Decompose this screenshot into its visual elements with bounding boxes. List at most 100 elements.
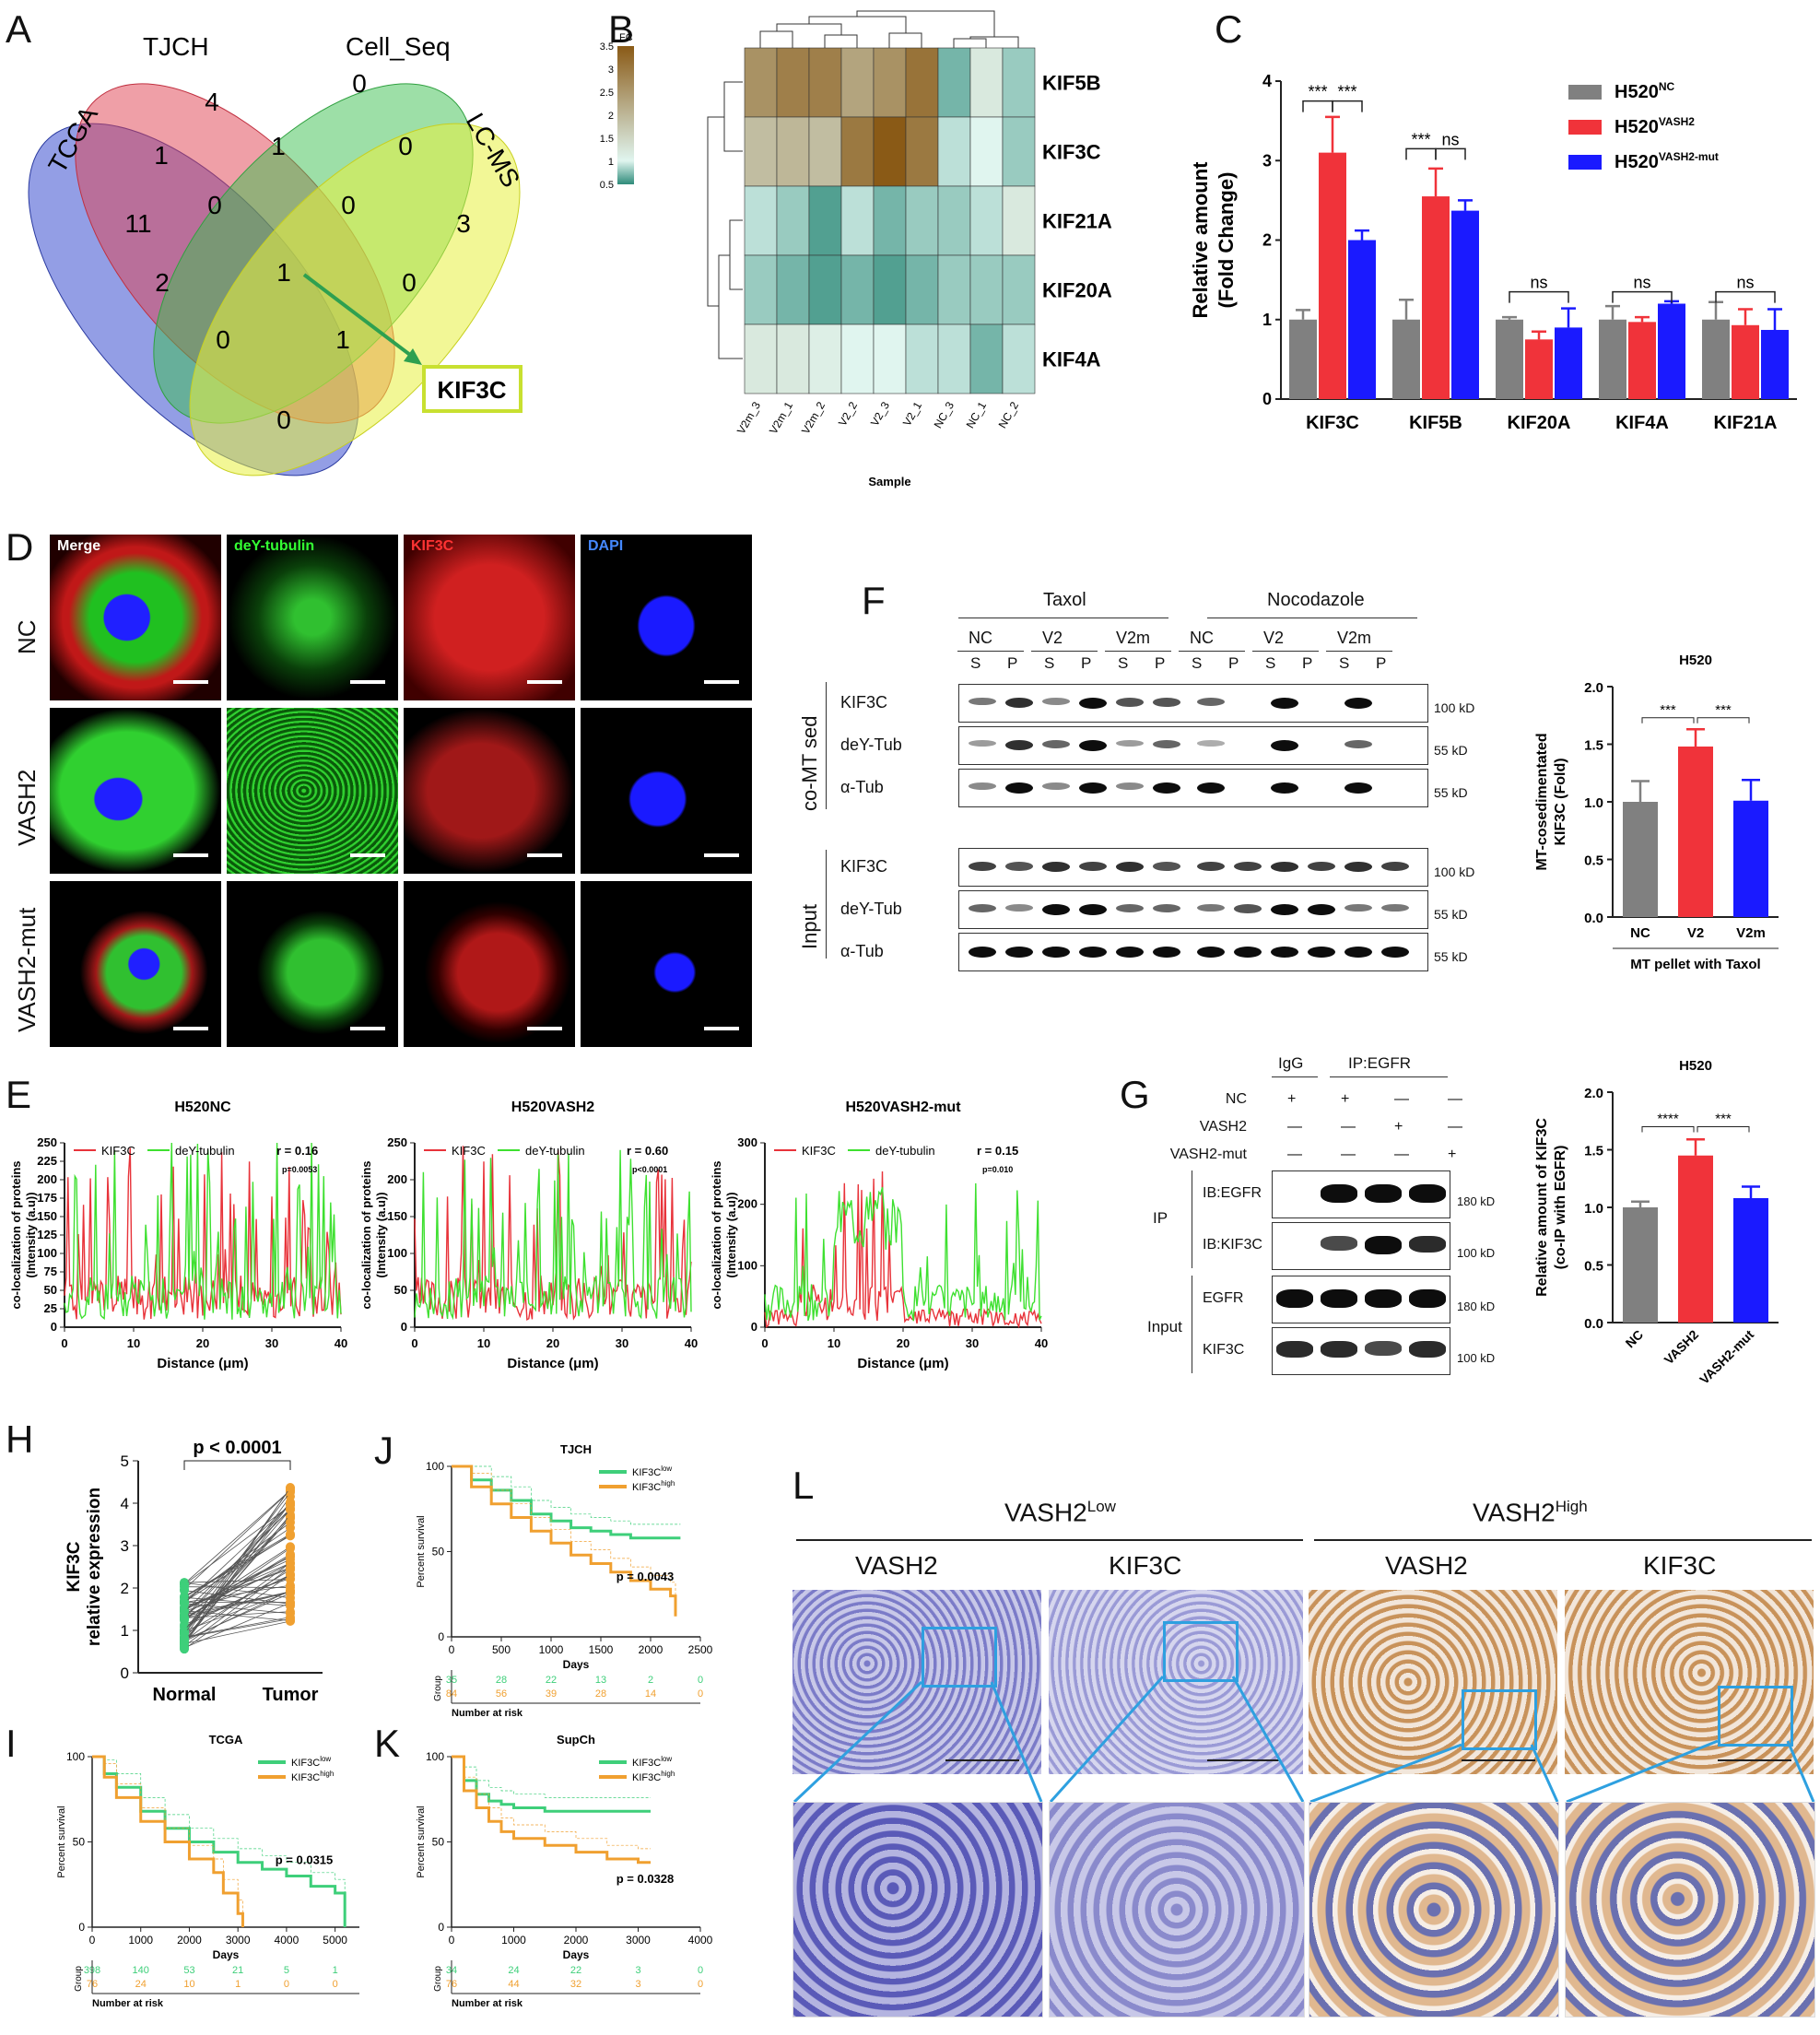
micro-vash2-merge xyxy=(50,708,221,874)
heatmap-legend-title: FC xyxy=(619,32,633,43)
heatmap-cell xyxy=(840,323,875,394)
venn-arrow xyxy=(302,273,412,357)
heatmap-cell xyxy=(808,254,842,325)
blot-band xyxy=(1321,1236,1357,1251)
y-axis-label-line: (Intensity (a.u)) xyxy=(724,1192,738,1277)
header-line xyxy=(1272,1076,1318,1077)
x-tick-label: 40 xyxy=(685,1336,698,1350)
heatmap-cell xyxy=(808,323,842,394)
condition-label: NC xyxy=(1225,1091,1247,1107)
treatment-label-taxol: Taxol xyxy=(1043,590,1086,610)
condition-sign: + xyxy=(1394,1119,1403,1135)
profile-line xyxy=(64,1142,342,1320)
error-bar xyxy=(1605,304,1620,320)
condition-sign: — xyxy=(1341,1147,1356,1162)
ihc-scalebar xyxy=(945,1759,1019,1761)
risk-count: 1 xyxy=(333,1965,338,1976)
x-axis-label: Distance (μm) xyxy=(507,1356,598,1371)
legend-label: KIF3Clow xyxy=(632,1464,672,1478)
heatmap-cell xyxy=(873,47,907,118)
y-tick-label: 0 xyxy=(401,1320,407,1334)
x-tick-label: 2000 xyxy=(639,1643,663,1656)
error-bar xyxy=(1767,308,1782,330)
heatmap-cell xyxy=(744,185,778,256)
bar xyxy=(1733,1198,1768,1323)
blot-band xyxy=(1381,904,1409,912)
micro-mut-kif3c xyxy=(404,881,575,1047)
micro-col-label: DAPI xyxy=(588,538,624,554)
legend-label: KIF3Chigh xyxy=(632,1479,675,1493)
r-value-label: r = 0.16 xyxy=(276,1144,318,1158)
risk-count: 2 xyxy=(648,1675,653,1686)
blot-strip xyxy=(958,726,1428,765)
chart-title: TJCH xyxy=(560,1442,592,1456)
legend-label-sup: high xyxy=(661,1770,675,1778)
ihc-group-line xyxy=(796,1539,1303,1541)
x-tick-label: 2000 xyxy=(177,1934,202,1947)
venn-count: 1 xyxy=(154,141,169,170)
y-tick-label: 0.0 xyxy=(1584,911,1603,926)
y-axis-label-line: Relative amount xyxy=(1189,161,1212,319)
x-tick-label: NC xyxy=(1630,925,1650,941)
heatmap-cell xyxy=(969,323,1004,394)
risk-count: 3 xyxy=(635,1965,640,1976)
y-axis-label-line: (Fold Change) xyxy=(1215,172,1238,309)
venn-count: 3 xyxy=(456,209,471,238)
x-tick-label: 30 xyxy=(265,1336,278,1350)
pair-line xyxy=(183,1584,291,1604)
panel-letter-f: F xyxy=(862,579,886,622)
y-axis-label: MT-cosedimentated KIF3C (Fold) xyxy=(1534,733,1568,870)
pair-line xyxy=(183,1509,291,1634)
pair-line xyxy=(183,1503,291,1604)
legend-label-base: H520 xyxy=(1615,152,1659,172)
bar-chart-c: 0 1 2 3 4 KIF3C KIF5B KIF20A KIF4A KIF21A Relative… xyxy=(1189,72,1797,433)
heatmap: KIF5B KIF3C KIF21A KIF20A KIF4A V2m_3 V2m_1 V2m… xyxy=(600,10,1112,488)
bar-chart-f: 0.0 0.5 1.0 1.5 2.0 NC V2 V2m H520 MT-cosedimenta… xyxy=(1534,653,1779,972)
heatmap-cell xyxy=(840,116,875,187)
venn-label-tjch: TJCH xyxy=(143,32,209,61)
fraction-label: P xyxy=(1155,654,1166,672)
y-tick-label: 1 xyxy=(1262,311,1272,329)
venn-count: 1 xyxy=(335,325,350,354)
blot-band xyxy=(1197,782,1225,794)
y-tick-label: 0 xyxy=(751,1320,757,1334)
venn-count: 1 xyxy=(271,132,286,160)
blot-band xyxy=(1042,862,1070,872)
x-tick-label: 30 xyxy=(966,1336,979,1350)
heatmap-cell xyxy=(744,323,778,394)
significance-bracket xyxy=(1641,717,1695,723)
risk-count: 22 xyxy=(546,1675,557,1686)
legend-label-base: KIF3C xyxy=(632,1758,661,1769)
x-tick-label: KIF3C xyxy=(1306,413,1359,433)
heatmap-cell xyxy=(969,47,1004,118)
ihc-col-label: VASH2 xyxy=(1385,1551,1468,1580)
heatmap-row-label: KIF21A xyxy=(1042,210,1112,233)
blot-band xyxy=(1042,698,1070,705)
x-tick-label: 0 xyxy=(761,1336,768,1350)
y-tick-label: 100 xyxy=(387,1246,407,1260)
panel-letter-b: B xyxy=(608,7,635,51)
blot-band xyxy=(1344,904,1372,912)
legend-label-base: KIF3C xyxy=(291,1772,320,1783)
bar xyxy=(1678,747,1713,917)
bar xyxy=(1628,322,1656,399)
pair-line xyxy=(183,1573,291,1650)
heatmap-cell xyxy=(808,47,842,118)
heatmap-cell xyxy=(840,185,875,256)
y-tick-label: 100 xyxy=(426,1460,444,1473)
y-tick-label: 1.5 xyxy=(1584,738,1603,754)
ihc-high-kif3c xyxy=(1565,1590,1814,1774)
bar xyxy=(1451,210,1479,399)
ihc-group-label-low-sup: Low xyxy=(1086,1498,1116,1515)
y-tick-label: 25 xyxy=(44,1301,57,1315)
bar xyxy=(1732,324,1759,399)
x-tick-label: Normal xyxy=(153,1685,217,1705)
blot-band xyxy=(1042,740,1070,748)
condition-sign: — xyxy=(1394,1147,1409,1162)
venn-count: 2 xyxy=(155,268,170,297)
pair-line xyxy=(183,1527,291,1601)
legend-label: H520VASH2 xyxy=(1615,115,1695,137)
section-label-comt: co-MT sed xyxy=(798,715,821,811)
tumor-point xyxy=(286,1523,295,1533)
